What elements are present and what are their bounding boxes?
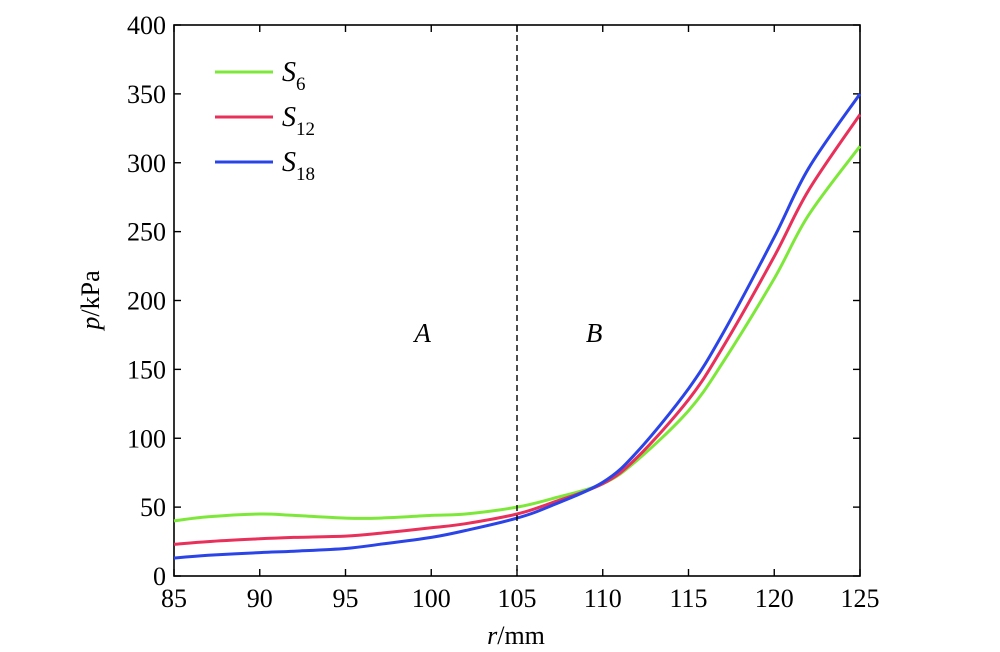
region-label-B: B (586, 318, 603, 348)
series-line-S12 (173, 113, 862, 546)
legend-label-S12: S12 (282, 102, 315, 140)
legend-label-S18: S18 (282, 147, 315, 185)
y-axis-unit: /kPa (76, 270, 105, 317)
y-tick-label: 250 (127, 218, 166, 247)
legend-label-S6: S6 (282, 57, 306, 95)
y-tick-label: 50 (140, 493, 166, 522)
y-axis-title: p/kPa (76, 270, 105, 332)
y-tick-label: 150 (127, 355, 166, 384)
y-tick-label: 300 (127, 149, 166, 178)
x-tick-label: 115 (669, 584, 707, 613)
plot-area: 85 90 95 100 105 110 115 120 125 0 50 100 150 200 250 3… (127, 11, 880, 613)
x-tick-label: 125 (841, 584, 880, 613)
x-axis-var: r (487, 621, 498, 650)
y-tick-label: 400 (127, 11, 166, 40)
x-tick-label: 105 (498, 584, 537, 613)
series-line-S18 (173, 93, 862, 560)
x-tick-label: 120 (755, 584, 794, 613)
x-axis-unit: /mm (497, 621, 545, 650)
x-tick-label: 110 (584, 584, 622, 613)
region-label-A: A (412, 318, 431, 348)
series-layer (173, 93, 862, 560)
legend: S6 S12 S18 (215, 57, 315, 185)
x-tick-label: 90 (247, 584, 273, 613)
x-axis-title: r/mm (487, 621, 545, 650)
y-axis-var: p (76, 317, 105, 332)
series-line-S6 (173, 145, 862, 523)
x-tick-label: 95 (333, 584, 359, 613)
x-tick-label: 100 (412, 584, 451, 613)
y-tick-label: 350 (127, 80, 166, 109)
y-tick-label: 200 (127, 287, 166, 316)
x-tick-label: 85 (161, 584, 187, 613)
y-tick-label: 0 (153, 562, 166, 591)
y-tick-label: 100 (127, 424, 166, 453)
